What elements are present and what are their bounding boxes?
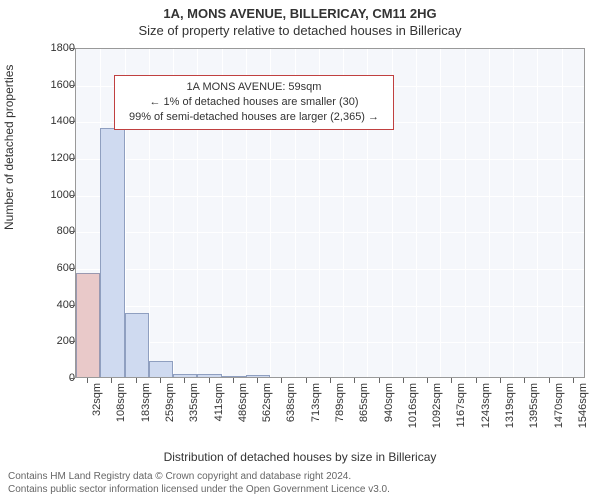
y-tick-mark <box>70 85 75 86</box>
histogram-bar <box>125 313 149 377</box>
x-tick-mark <box>111 378 112 383</box>
footer-line1: Contains HM Land Registry data © Crown c… <box>8 470 390 483</box>
grid-line-v <box>416 49 417 377</box>
page-title-line2: Size of property relative to detached ho… <box>0 21 600 38</box>
y-axis-label: Number of detached properties <box>2 65 16 230</box>
histogram-bar <box>246 375 270 377</box>
x-tick-label: 1395sqm <box>528 383 540 443</box>
y-tick-mark <box>70 121 75 122</box>
x-tick-mark <box>476 378 477 383</box>
y-tick-mark <box>70 341 75 342</box>
x-tick-label: 713sqm <box>310 383 322 443</box>
y-tick-mark <box>70 305 75 306</box>
x-tick-label: 1319sqm <box>504 383 516 443</box>
x-tick-label: 32sqm <box>91 383 103 443</box>
grid-line-h <box>76 232 584 233</box>
x-tick-label: 1546sqm <box>577 383 589 443</box>
x-tick-label: 865sqm <box>358 383 370 443</box>
grid-line-v <box>513 49 514 377</box>
grid-line-h <box>76 342 584 343</box>
footer-line2: Contains public sector information licen… <box>8 483 390 496</box>
y-tick-mark <box>70 158 75 159</box>
x-tick-mark <box>233 378 234 383</box>
y-tick-mark <box>70 378 75 379</box>
x-tick-label: 411sqm <box>213 383 225 443</box>
x-tick-label: 1092sqm <box>431 383 443 443</box>
x-tick-mark <box>257 378 258 383</box>
histogram-bar <box>100 128 124 377</box>
x-tick-mark <box>281 378 282 383</box>
x-tick-mark <box>306 378 307 383</box>
x-tick-mark <box>354 378 355 383</box>
y-tick-mark <box>70 48 75 49</box>
x-tick-mark <box>330 378 331 383</box>
x-tick-mark <box>87 378 88 383</box>
info-box-line1: 1A MONS AVENUE: 59sqm <box>123 80 385 95</box>
histogram-bar <box>149 361 173 378</box>
histogram-bar-highlight <box>76 273 100 378</box>
x-tick-label: 1470sqm <box>553 383 565 443</box>
grid-line-h <box>76 269 584 270</box>
x-tick-mark <box>500 378 501 383</box>
x-tick-label: 789sqm <box>334 383 346 443</box>
histogram-bar <box>222 376 246 377</box>
plot-area: 1A MONS AVENUE: 59sqm← 1% of detached ho… <box>75 48 585 378</box>
grid-line-v <box>440 49 441 377</box>
x-tick-mark <box>403 378 404 383</box>
x-tick-mark <box>136 378 137 383</box>
x-tick-label: 1016sqm <box>407 383 419 443</box>
info-box-line3: 99% of semi-detached houses are larger (… <box>123 110 385 125</box>
x-tick-label: 562sqm <box>261 383 273 443</box>
histogram-bar <box>197 374 221 377</box>
x-tick-mark <box>573 378 574 383</box>
grid-line-v <box>489 49 490 377</box>
x-tick-label: 1243sqm <box>480 383 492 443</box>
x-axis-label: Distribution of detached houses by size … <box>0 450 600 464</box>
x-tick-mark <box>524 378 525 383</box>
info-box: 1A MONS AVENUE: 59sqm← 1% of detached ho… <box>114 75 394 130</box>
grid-line-h <box>76 196 584 197</box>
grid-line-h <box>76 159 584 160</box>
x-tick-label: 638sqm <box>285 383 297 443</box>
y-tick-mark <box>70 268 75 269</box>
x-tick-label: 940sqm <box>383 383 395 443</box>
x-tick-mark <box>451 378 452 383</box>
y-tick-mark <box>70 231 75 232</box>
footer: Contains HM Land Registry data © Crown c… <box>8 470 390 496</box>
grid-line-v <box>562 49 563 377</box>
x-tick-mark <box>160 378 161 383</box>
x-tick-label: 183sqm <box>140 383 152 443</box>
x-tick-label: 259sqm <box>164 383 176 443</box>
chart-container: 1A MONS AVENUE: 59sqm← 1% of detached ho… <box>45 48 590 408</box>
page-title-line1: 1A, MONS AVENUE, BILLERICAY, CM11 2HG <box>0 0 600 21</box>
x-tick-label: 108sqm <box>115 383 127 443</box>
x-tick-label: 1167sqm <box>455 383 467 443</box>
info-box-line2: ← 1% of detached houses are smaller (30) <box>123 95 385 110</box>
x-tick-mark <box>427 378 428 383</box>
x-tick-label: 486sqm <box>237 383 249 443</box>
x-tick-mark <box>549 378 550 383</box>
grid-line-v <box>537 49 538 377</box>
x-tick-mark <box>209 378 210 383</box>
y-tick-mark <box>70 195 75 196</box>
grid-line-h <box>76 306 584 307</box>
x-tick-mark <box>184 378 185 383</box>
x-tick-mark <box>379 378 380 383</box>
x-tick-label: 335sqm <box>188 383 200 443</box>
histogram-bar <box>173 374 197 377</box>
grid-line-v <box>465 49 466 377</box>
